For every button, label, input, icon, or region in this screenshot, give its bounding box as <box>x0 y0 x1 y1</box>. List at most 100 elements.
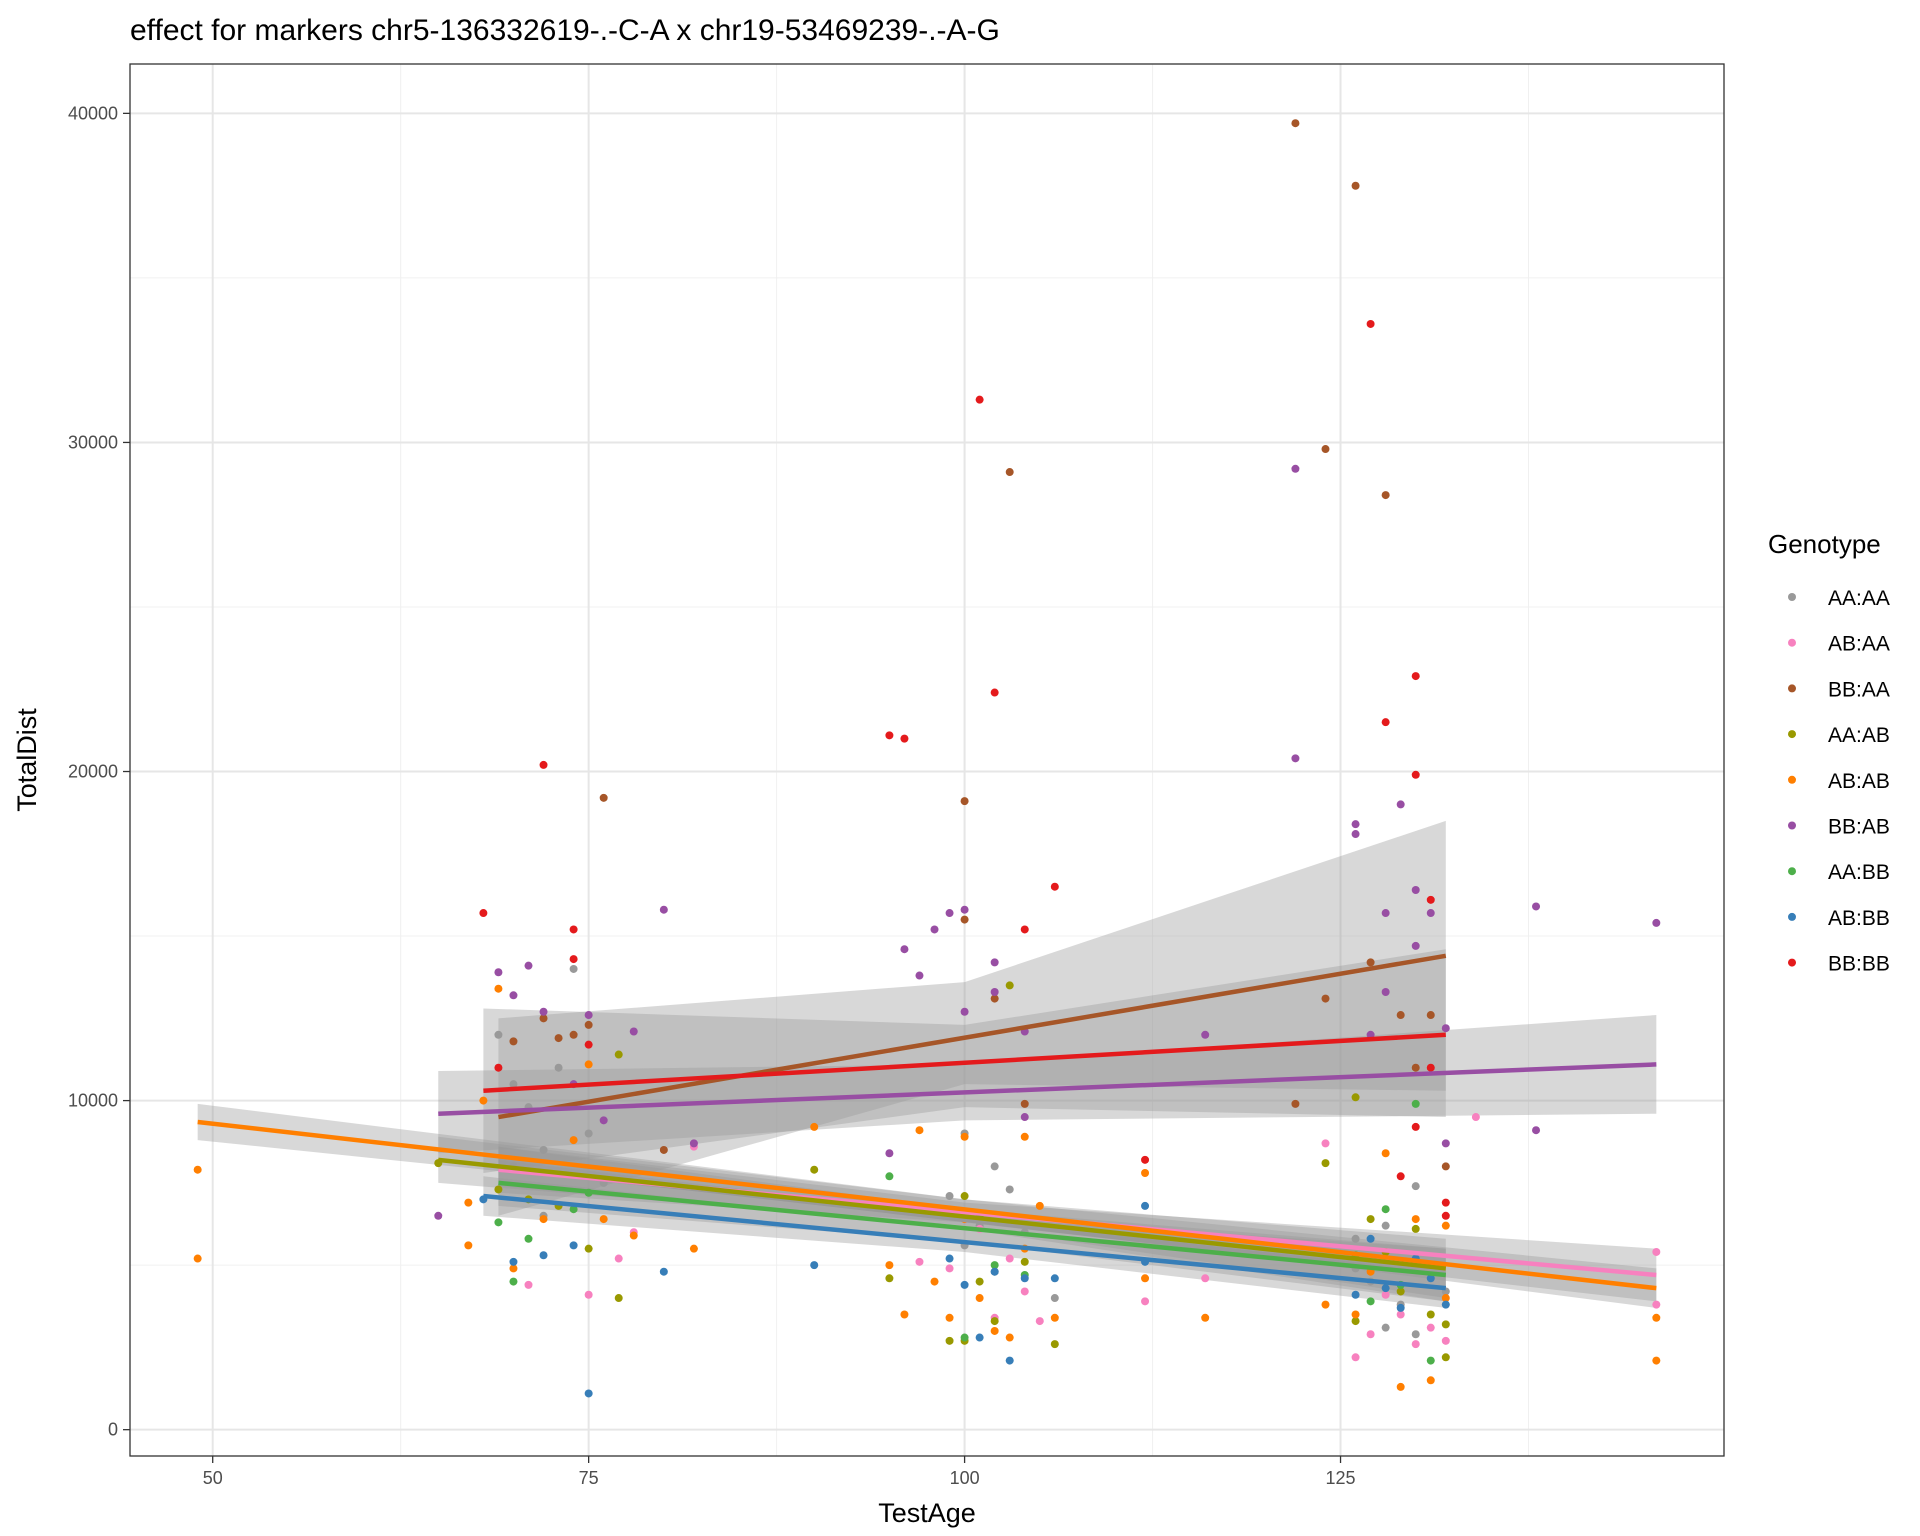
data-point <box>1351 1317 1360 1326</box>
grid-lines <box>130 64 1724 1456</box>
trend-line-AA-AB <box>438 1157 1447 1271</box>
data-point <box>509 1257 518 1266</box>
data-point <box>584 1060 593 1069</box>
data-point <box>990 1267 999 1276</box>
data-point <box>1381 1323 1390 1332</box>
data-point <box>1441 1198 1450 1207</box>
data-point <box>494 968 503 977</box>
data-point <box>599 1116 608 1125</box>
data-point <box>1366 1215 1375 1224</box>
data-point <box>960 915 969 924</box>
data-point <box>494 1030 503 1039</box>
data-point <box>1411 672 1420 681</box>
data-point <box>1441 1294 1450 1303</box>
data-point <box>1050 1294 1059 1303</box>
data-point <box>479 1096 488 1105</box>
data-point <box>1652 918 1661 927</box>
legend-label: AB:AB <box>1828 770 1890 793</box>
data-point <box>885 731 894 740</box>
data-point <box>990 1261 999 1270</box>
data-point <box>539 1014 548 1023</box>
x-tick-label: 50 <box>203 1468 223 1488</box>
data-point <box>1652 1356 1661 1365</box>
data-point <box>524 1234 533 1243</box>
data-point <box>1005 981 1014 990</box>
data-point <box>584 1040 593 1049</box>
data-point <box>990 994 999 1003</box>
legend-key-marker <box>1788 775 1796 784</box>
legend-key-marker <box>1788 958 1796 967</box>
data-point <box>1441 1300 1450 1309</box>
data-point <box>915 1257 924 1266</box>
legend-label: BB:AA <box>1828 678 1890 701</box>
data-point <box>1020 925 1029 934</box>
data-point <box>1426 1356 1435 1365</box>
data-point <box>1426 895 1435 904</box>
data-point <box>584 1290 593 1299</box>
data-point <box>1381 1205 1390 1214</box>
data-point <box>1471 1113 1480 1122</box>
data-point <box>539 760 548 769</box>
data-point <box>960 1007 969 1016</box>
data-point <box>1351 1234 1360 1243</box>
data-point <box>1441 1336 1450 1345</box>
data-point <box>1020 1099 1029 1108</box>
data-point <box>629 1231 638 1240</box>
data-point <box>990 988 999 996</box>
data-point <box>614 1294 623 1303</box>
data-point <box>1035 1317 1044 1326</box>
data-point <box>1411 1122 1420 1131</box>
data-point <box>990 958 999 967</box>
data-point <box>1411 885 1420 894</box>
data-point <box>1321 445 1330 454</box>
data-point <box>509 1037 518 1046</box>
y-tick-label: 20000 <box>68 762 118 782</box>
data-point <box>539 1251 548 1260</box>
data-point <box>539 1145 548 1154</box>
y-axis-ticks: 0 10000 20000 30000 40000 <box>68 103 130 1440</box>
data-point <box>1441 1162 1450 1171</box>
data-point <box>1201 1274 1210 1283</box>
data-point <box>584 1020 593 1029</box>
data-point <box>569 1241 578 1250</box>
legend-key-marker <box>1788 730 1796 739</box>
data-point <box>629 1027 638 1036</box>
data-point <box>1441 1353 1450 1362</box>
data-point <box>1411 1224 1420 1233</box>
confidence-band-BB-AB <box>438 1015 1657 1154</box>
y-tick-label: 40000 <box>68 103 118 123</box>
confidence-band-BB-AA <box>498 820 1446 1216</box>
data-point <box>193 1165 202 1174</box>
data-point <box>990 1326 999 1335</box>
data-point <box>1020 1132 1029 1141</box>
data-point <box>810 1122 819 1131</box>
data-points <box>193 119 1661 1398</box>
data-point <box>1381 1149 1390 1158</box>
data-point <box>1020 1257 1029 1266</box>
data-point <box>524 961 533 970</box>
data-point <box>960 1333 969 1342</box>
data-point <box>659 905 668 914</box>
data-point <box>569 964 578 973</box>
data-point <box>1441 1024 1450 1033</box>
data-point <box>1366 319 1375 328</box>
trend-line-BB-BB <box>483 1032 1446 1093</box>
data-point <box>1321 994 1330 1003</box>
data-point <box>915 1126 924 1135</box>
data-point <box>1321 1300 1330 1309</box>
data-point <box>554 1063 563 1072</box>
data-point <box>479 909 488 918</box>
data-point <box>1426 1323 1435 1332</box>
data-point <box>1050 1274 1059 1283</box>
data-point <box>1005 1185 1014 1194</box>
chart-title: effect for markers chr5-136332619-.-C-A … <box>130 14 1000 47</box>
data-point <box>1291 119 1300 128</box>
data-point <box>1005 1333 1014 1342</box>
data-point <box>584 1011 593 1020</box>
x-tick-label: 75 <box>579 1468 599 1488</box>
data-point <box>1366 958 1375 967</box>
data-point <box>990 688 999 697</box>
data-point <box>1396 1310 1405 1319</box>
legend-label: AA:AA <box>1828 587 1890 610</box>
data-point <box>1441 1320 1450 1329</box>
